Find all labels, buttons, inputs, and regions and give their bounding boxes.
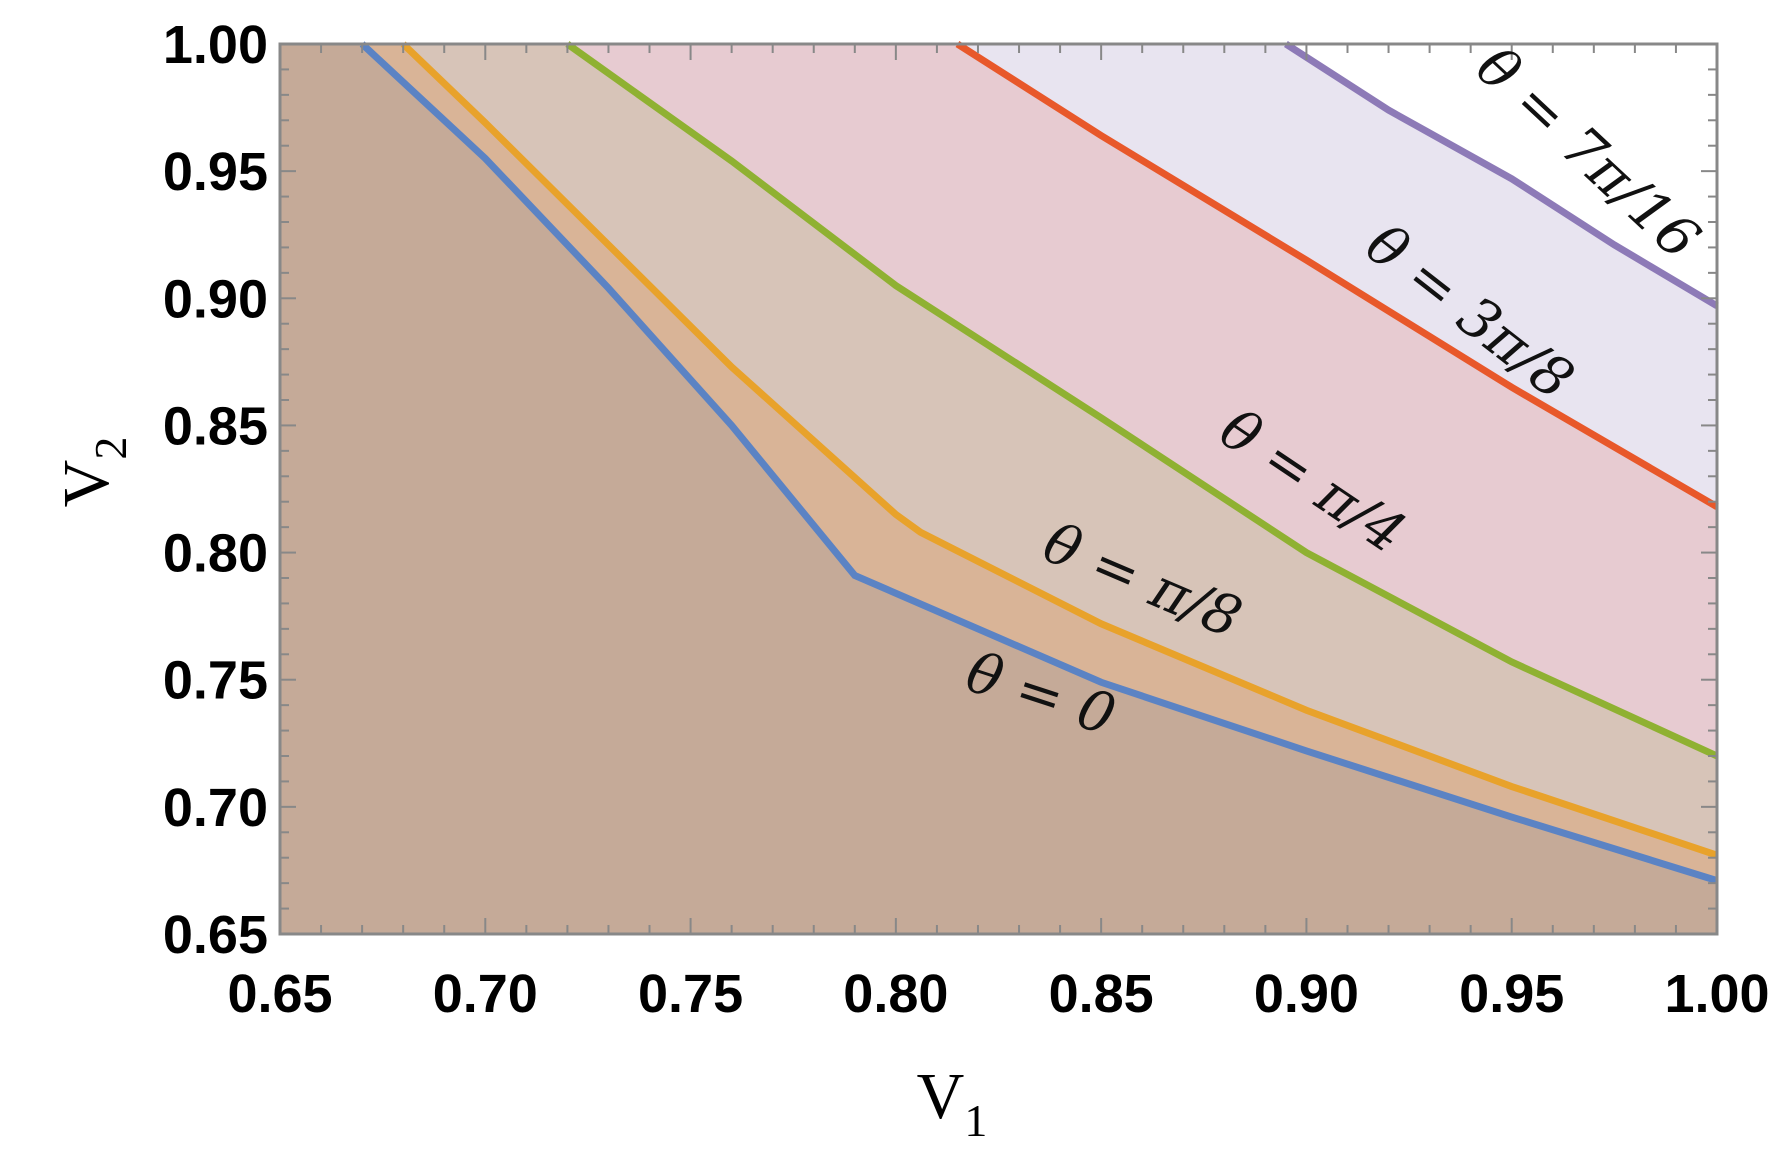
x-tick-labels: 0.65 0.70 0.75 0.80 0.85 0.90 0.95 1.00 <box>227 964 1769 1024</box>
y-tick-label: 0.90 <box>163 269 268 329</box>
x-tick-label: 0.70 <box>433 964 538 1024</box>
y-axis-label: V2 <box>50 437 136 508</box>
x-tick-label: 1.00 <box>1664 964 1769 1024</box>
curves <box>359 41 1719 884</box>
x-tick-label: 0.85 <box>1049 964 1154 1024</box>
series-line-3 <box>955 41 1719 510</box>
y-tick-label: 0.85 <box>163 396 268 456</box>
x-axis-label: V1 <box>917 1060 988 1146</box>
y-tick-labels: 0.65 0.70 0.75 0.80 0.85 0.90 0.95 1.00 <box>163 15 268 965</box>
series-line-1 <box>400 41 1719 859</box>
y-tick-label: 0.75 <box>163 651 268 711</box>
series-line-4 <box>1284 41 1719 309</box>
region-fills <box>280 44 1717 934</box>
axis-ticks <box>279 43 1718 935</box>
x-tick-label: 0.65 <box>227 964 332 1024</box>
y-tick-label: 0.70 <box>163 778 268 838</box>
region-fill-0 <box>280 44 1717 934</box>
series-line-0 <box>359 41 1719 884</box>
y-tick-label: 0.65 <box>163 905 268 965</box>
plot-frame <box>278 42 1719 936</box>
x-tick-label: 0.95 <box>1459 964 1564 1024</box>
x-tick-label: 0.75 <box>638 964 743 1024</box>
y-tick-label: 0.80 <box>163 524 268 584</box>
series-line-2 <box>565 41 1719 760</box>
y-tick-label: 1.00 <box>163 15 268 75</box>
y-tick-label: 0.95 <box>163 142 268 202</box>
x-tick-label: 0.90 <box>1254 964 1359 1024</box>
x-tick-label: 0.80 <box>843 964 948 1024</box>
